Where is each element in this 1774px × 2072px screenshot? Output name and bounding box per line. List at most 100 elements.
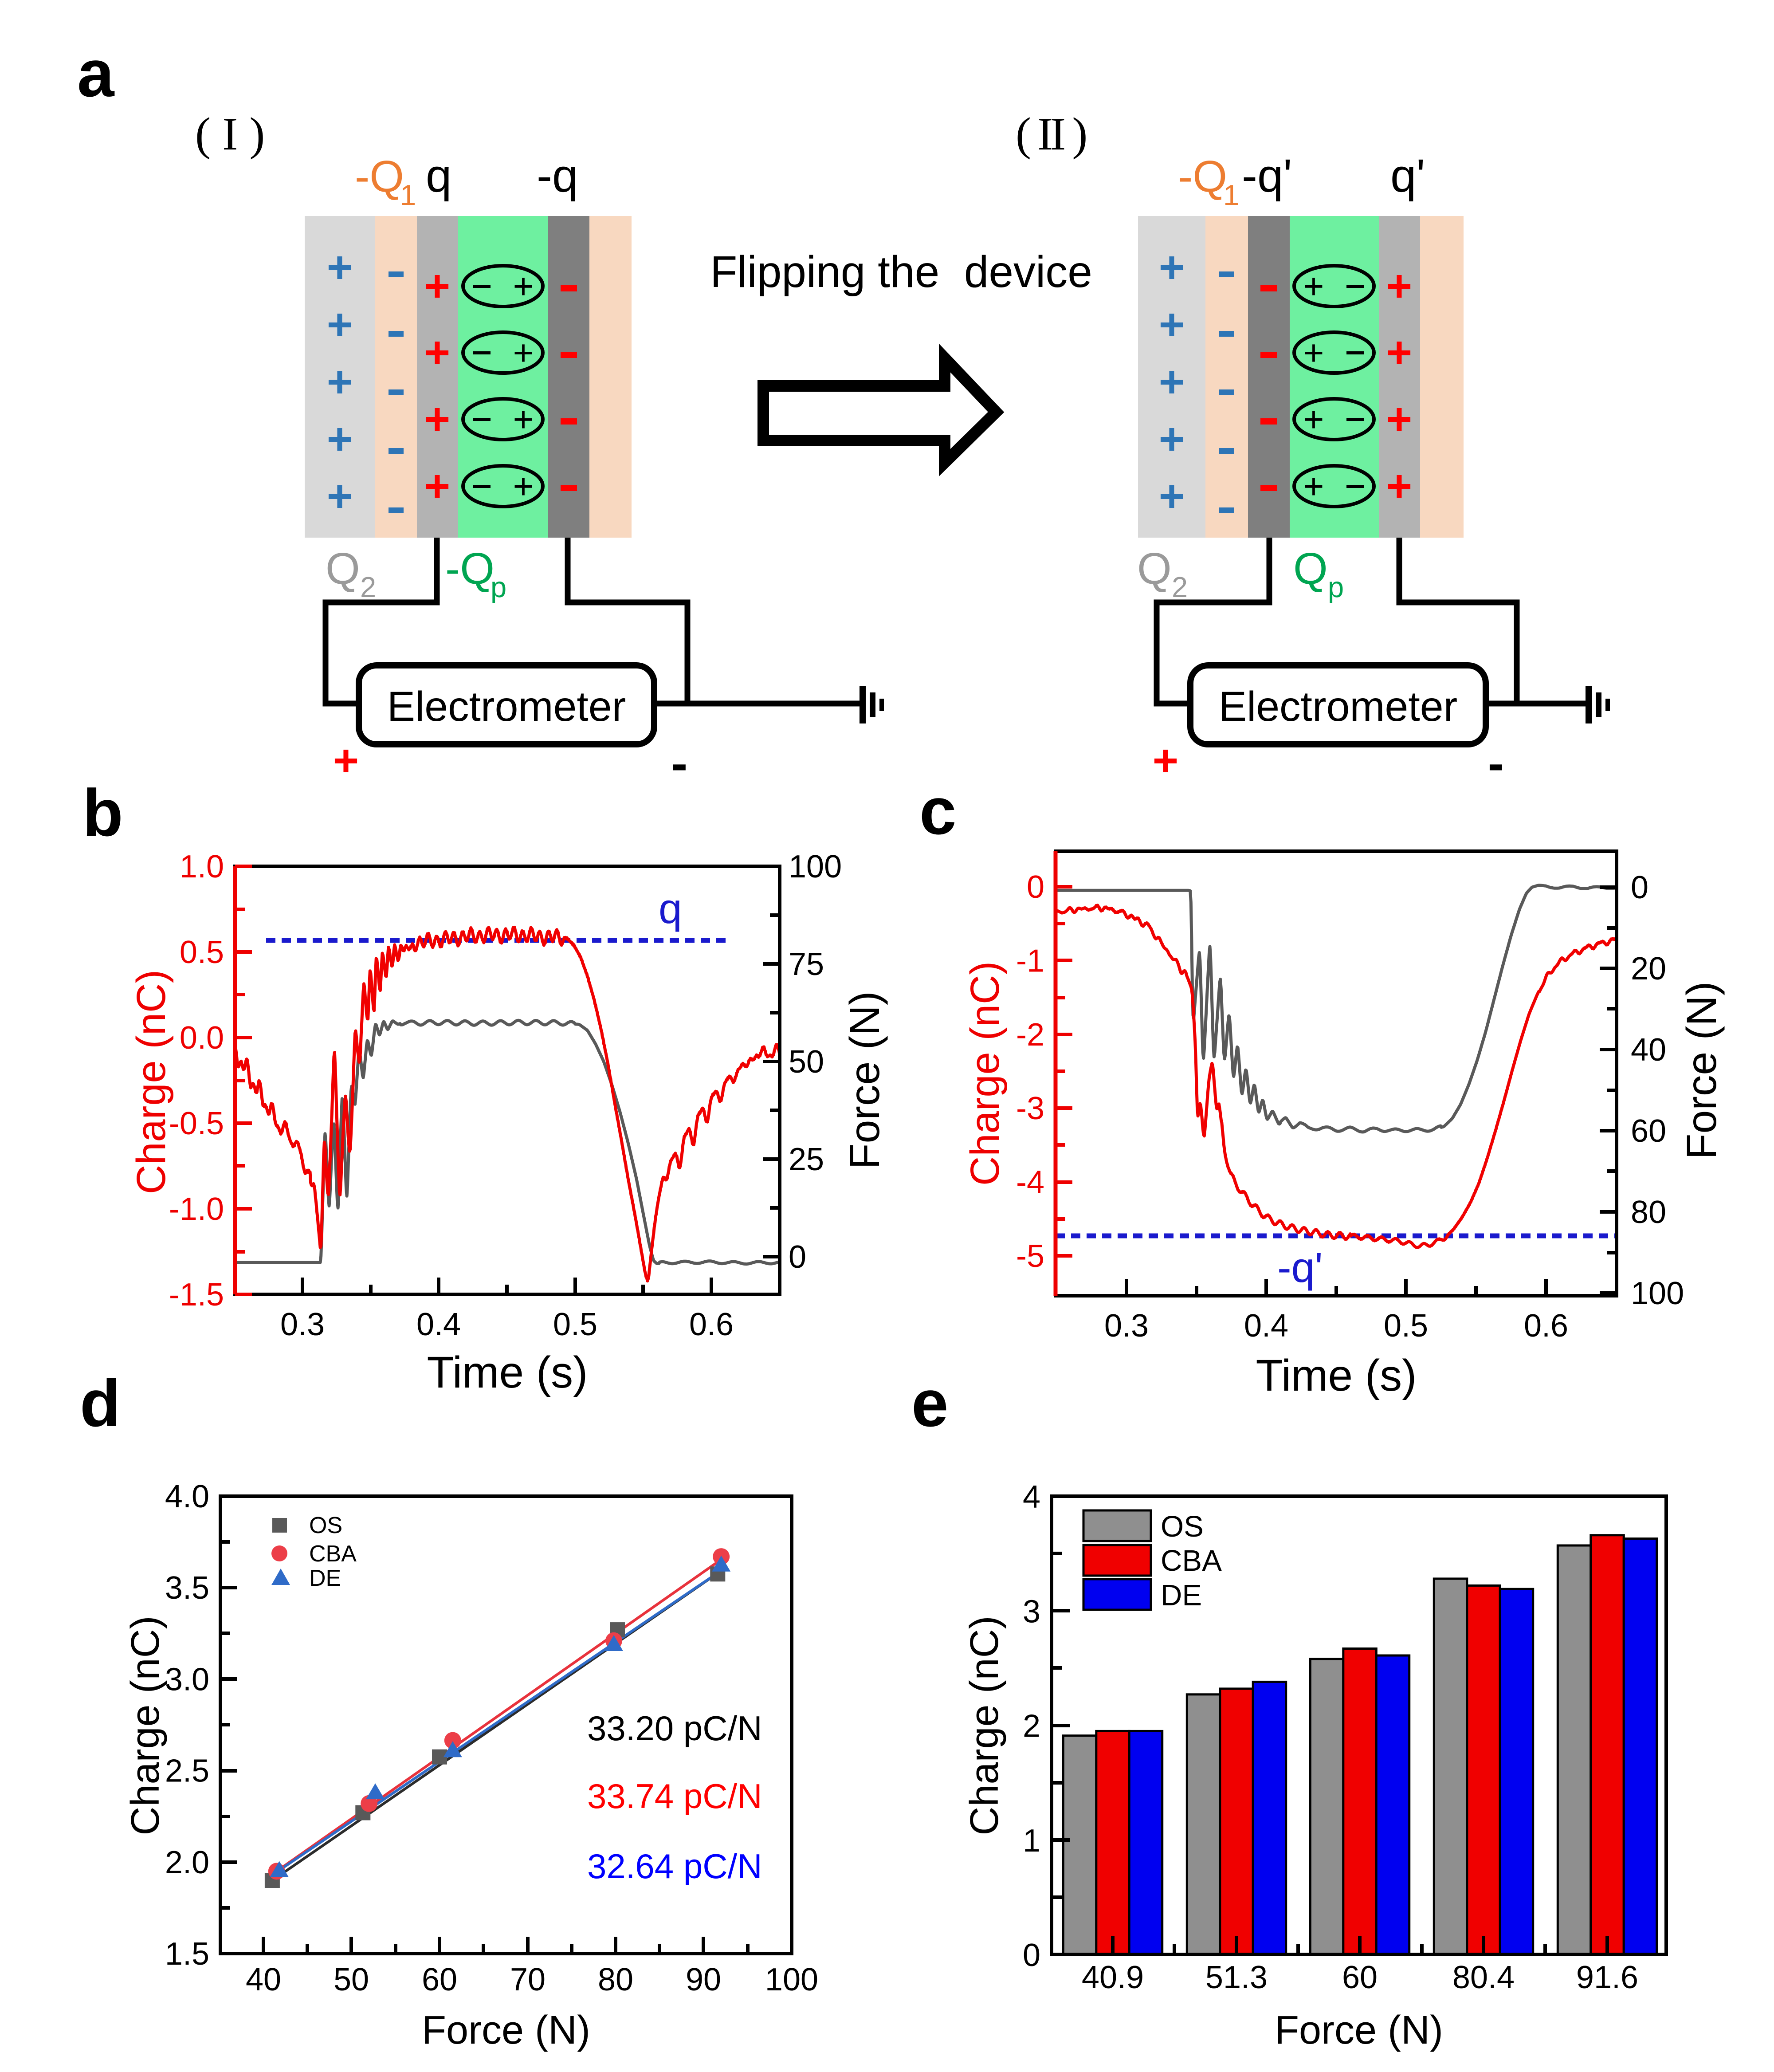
svg-text:+: + [327, 300, 353, 350]
svg-text:-1: -1 [1016, 943, 1044, 979]
svg-text:+: + [424, 328, 450, 377]
svg-text:0.5: 0.5 [1384, 1308, 1428, 1344]
svg-text:60: 60 [1342, 1960, 1378, 1995]
svg-text:c: c [919, 774, 956, 848]
svg-text:e: e [911, 1366, 948, 1440]
svg-text:-1.0: -1.0 [169, 1191, 224, 1227]
svg-text:0.6: 0.6 [689, 1307, 734, 1342]
svg-text:0.5: 0.5 [553, 1307, 597, 1342]
svg-text:60: 60 [422, 1962, 457, 1997]
svg-text:Force (N): Force (N) [841, 991, 888, 1169]
svg-text:-Q: -Q [355, 152, 404, 201]
svg-text:+: + [424, 461, 450, 511]
svg-text:Force (N): Force (N) [422, 2008, 590, 2052]
svg-text:+: + [424, 261, 450, 311]
svg-text:1: 1 [400, 179, 416, 211]
svg-text:b: b [82, 775, 123, 850]
svg-text:3.0: 3.0 [165, 1662, 209, 1697]
svg-text:20: 20 [1631, 951, 1666, 987]
svg-text:2.5: 2.5 [165, 1754, 209, 1789]
svg-text:Charge (nC): Charge (nC) [123, 1616, 168, 1835]
svg-text:+: + [1159, 357, 1185, 407]
svg-text:CBA: CBA [1161, 1544, 1222, 1577]
svg-text:91.6: 91.6 [1576, 1960, 1638, 1995]
svg-text:Charge (nC): Charge (nC) [129, 970, 174, 1194]
svg-text:Time (s): Time (s) [427, 1348, 588, 1397]
svg-text:0.4: 0.4 [416, 1307, 461, 1342]
svg-text:1: 1 [1223, 179, 1239, 211]
svg-text:+: + [1386, 261, 1412, 311]
svg-text:40: 40 [1631, 1032, 1666, 1068]
svg-text:25: 25 [789, 1142, 824, 1177]
svg-text:+: + [513, 400, 534, 439]
svg-text:q': q' [1390, 150, 1425, 202]
svg-text:+: + [1386, 394, 1412, 444]
svg-text:-Q: -Q [445, 544, 495, 594]
svg-text:OS: OS [309, 1513, 342, 1538]
svg-text:( I ): ( I ) [195, 108, 265, 160]
svg-text:-2: -2 [1016, 1017, 1044, 1053]
svg-text:Q: Q [1137, 544, 1172, 594]
svg-text:+: + [1159, 243, 1185, 292]
svg-text:32.64 pC/N: 32.64 pC/N [587, 1847, 762, 1886]
svg-text:33.20 pC/N: 33.20 pC/N [587, 1709, 762, 1748]
svg-text:p: p [491, 571, 506, 603]
svg-text:+: + [327, 243, 353, 292]
svg-text:+: + [1303, 467, 1324, 506]
svg-text:50: 50 [789, 1044, 824, 1080]
svg-text:DE: DE [1161, 1579, 1202, 1612]
svg-text:+: + [424, 394, 450, 444]
svg-text:-: - [671, 736, 688, 791]
svg-text:40.9: 40.9 [1082, 1960, 1144, 1995]
svg-text:Force (N): Force (N) [1275, 2008, 1443, 2052]
svg-text:3: 3 [1023, 1594, 1040, 1629]
svg-text:+: + [1303, 267, 1324, 306]
svg-text:0.0: 0.0 [180, 1020, 224, 1056]
svg-text:-q': -q' [1242, 150, 1292, 202]
svg-text:( II ): ( II ) [1016, 108, 1086, 160]
svg-text:2: 2 [1023, 1709, 1040, 1744]
svg-text:OS: OS [1161, 1510, 1204, 1543]
svg-text:d: d [80, 1366, 121, 1440]
svg-text:1: 1 [1023, 1823, 1040, 1859]
svg-text:-1.5: -1.5 [169, 1277, 224, 1313]
svg-text:0.5: 0.5 [180, 935, 224, 970]
svg-text:0: 0 [789, 1239, 806, 1275]
svg-text:-Q: -Q [1178, 152, 1227, 201]
svg-text:+: + [1159, 472, 1185, 521]
svg-text:+: + [333, 736, 359, 786]
svg-text:0.6: 0.6 [1524, 1308, 1568, 1344]
svg-text:-4: -4 [1016, 1165, 1044, 1200]
svg-text:DE: DE [309, 1565, 341, 1591]
svg-text:2: 2 [1172, 571, 1188, 603]
svg-text:0.4: 0.4 [1244, 1308, 1288, 1344]
svg-text:+: + [513, 333, 534, 373]
svg-text:q: q [659, 885, 682, 932]
svg-text:+: + [1159, 300, 1185, 350]
svg-text:1.5: 1.5 [165, 1936, 209, 1972]
svg-text:1.0: 1.0 [180, 849, 224, 885]
svg-text:4.0: 4.0 [165, 1479, 209, 1514]
svg-text:80.4: 80.4 [1452, 1960, 1515, 1995]
svg-text:+: + [513, 467, 534, 506]
svg-text:Force (N): Force (N) [1678, 981, 1725, 1159]
svg-text:33.74 pC/N: 33.74 pC/N [587, 1777, 762, 1816]
svg-text:-q': -q' [1277, 1244, 1323, 1291]
svg-text:0: 0 [1023, 1938, 1040, 1973]
svg-text:+: + [1386, 461, 1412, 511]
svg-text:+: + [327, 357, 353, 407]
svg-text:51.3: 51.3 [1205, 1960, 1268, 1995]
svg-text:+: + [513, 267, 534, 306]
svg-text:0: 0 [1027, 869, 1044, 905]
svg-text:2.0: 2.0 [165, 1845, 209, 1880]
svg-text:+: + [1386, 328, 1412, 377]
svg-text:-5: -5 [1016, 1238, 1044, 1274]
svg-text:75: 75 [789, 947, 824, 982]
svg-text:60: 60 [1631, 1113, 1666, 1149]
svg-text:70: 70 [510, 1962, 546, 1997]
svg-text:90: 90 [686, 1962, 721, 1997]
svg-text:+: + [1159, 414, 1185, 464]
svg-text:+: + [1303, 333, 1324, 373]
svg-text:a: a [77, 36, 115, 110]
svg-text:3.5: 3.5 [165, 1570, 209, 1606]
